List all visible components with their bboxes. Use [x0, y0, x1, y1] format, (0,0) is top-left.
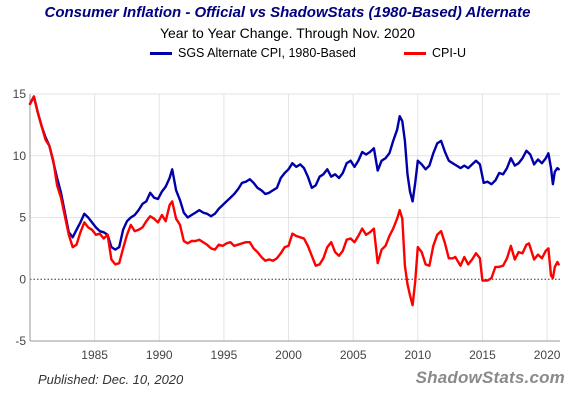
series-line-cpi-u	[28, 95, 560, 307]
y-tick-label: 15	[13, 87, 27, 101]
legend-item-cpi: CPI-U	[404, 46, 466, 60]
legend-swatch-sgs	[150, 51, 172, 55]
chart-title: Consumer Inflation - Official vs ShadowS…	[44, 4, 531, 21]
x-tick-label: 2010	[404, 348, 431, 362]
legend: SGS Alternate CPI, 1980-Based CPI-U	[0, 46, 575, 64]
y-tick-label: 0	[19, 272, 26, 286]
x-tick-label: 2000	[275, 348, 302, 362]
brand-logo-text: ShadowStats.com	[415, 368, 565, 387]
legend-label-sgs: SGS Alternate CPI, 1980-Based	[178, 46, 356, 60]
legend-item-sgs: SGS Alternate CPI, 1980-Based	[150, 46, 356, 60]
legend-label-cpi: CPI-U	[432, 46, 467, 60]
x-tick-label: 1990	[146, 348, 173, 362]
chart-subtitle: Year to Year Change. Through Nov. 2020	[159, 25, 416, 41]
x-tick-label: 2005	[340, 348, 367, 362]
x-tick-label: 1985	[81, 348, 108, 362]
y-tick-label: 5	[19, 211, 26, 225]
x-tick-label: 2020	[534, 348, 561, 362]
x-tick-label: 1995	[211, 348, 238, 362]
legend-swatch-cpi	[404, 51, 426, 55]
series-line-sgs-alternate-cpi	[28, 95, 560, 251]
published-date: Published: Dec. 10, 2020	[38, 372, 184, 387]
x-tick-label: 2015	[469, 348, 496, 362]
y-tick-label: 10	[13, 149, 27, 163]
y-tick-label: -5	[15, 334, 26, 348]
